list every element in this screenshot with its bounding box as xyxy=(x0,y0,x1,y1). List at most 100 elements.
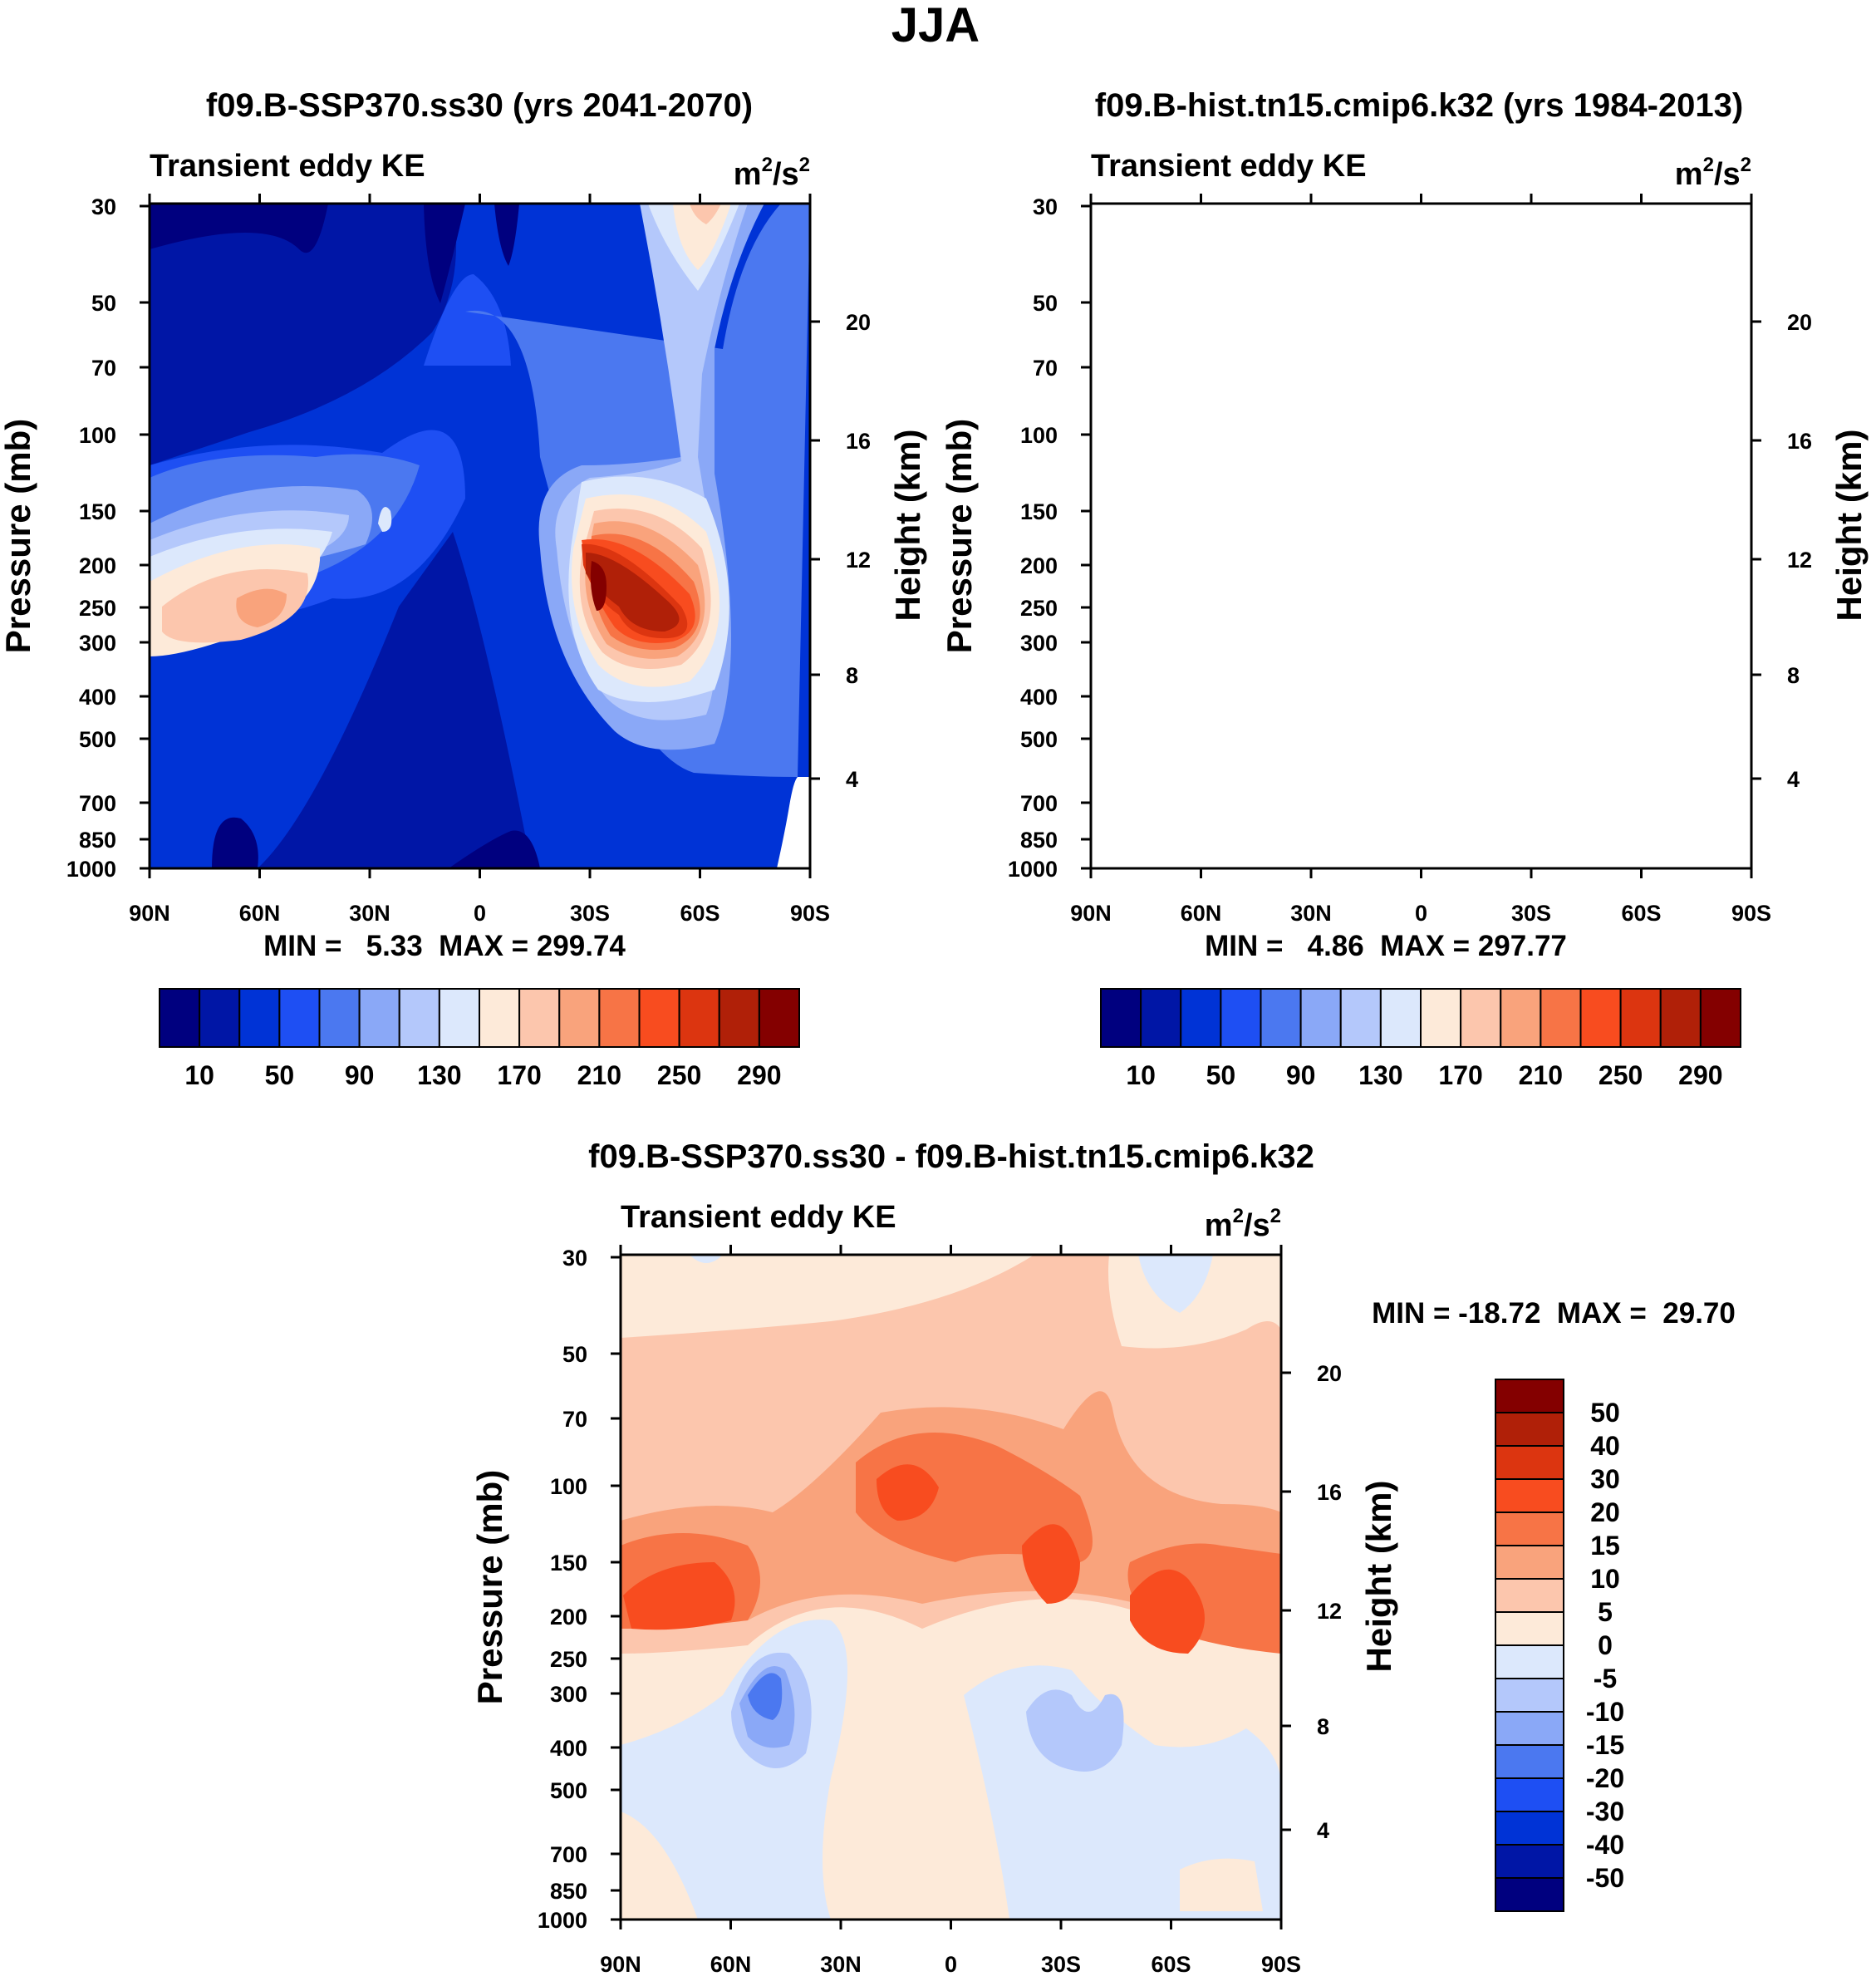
panel-1-y-tick: 200 xyxy=(79,553,116,578)
panel-1-x-tick: 30S xyxy=(570,901,610,926)
panel-3-y2label: Height (km) xyxy=(1359,1481,1398,1673)
colorbar-swatch xyxy=(1299,988,1342,1048)
panel-2-axes: 90N 60N 30N 0 30S 60S 90S 30 50 70 100 1… xyxy=(1008,194,1812,926)
colorbar-label: 50 xyxy=(1206,1060,1236,1090)
colorbar-swatch xyxy=(318,988,361,1048)
colorbar-swatch xyxy=(238,988,281,1048)
colorbar-swatch xyxy=(518,988,561,1048)
panel-3-y-tick: 500 xyxy=(550,1778,587,1803)
colorbar-swatch xyxy=(1495,1412,1564,1447)
panel-1-colorbar: 10 50 90 130 170 210 250 290 xyxy=(159,988,800,1090)
panel-1-field xyxy=(150,204,810,868)
colorbar-swatch xyxy=(1495,1545,1564,1580)
colorbar-swatch xyxy=(1220,988,1262,1048)
colorbar-label: -40 xyxy=(1586,1830,1624,1860)
panel-2-x-tick: 60N xyxy=(1181,901,1222,926)
colorbar-swatch xyxy=(1420,988,1462,1048)
panel-2-y-tick: 30 xyxy=(1033,194,1058,219)
panel-1-x-tick: 90S xyxy=(790,901,830,926)
panel-3-x-tick: 60S xyxy=(1151,1952,1191,1977)
panel-3-y-tick: 50 xyxy=(562,1342,587,1367)
colorbar-label: 290 xyxy=(1678,1060,1722,1090)
panel-3-y-tick: 150 xyxy=(550,1551,587,1575)
panel-1-stats: MIN = 5.33 MAX = 299.74 xyxy=(263,930,626,962)
panel-3-field xyxy=(621,1255,1281,1920)
panel-3-subtitle: Transient eddy KE xyxy=(621,1200,896,1235)
colorbar-swatch xyxy=(1495,1744,1564,1779)
panel-1-subtitle: Transient eddy KE xyxy=(150,149,425,184)
panel-1-ylabel: Pressure (mb) xyxy=(0,419,37,653)
panel-1-x-tick: 60N xyxy=(239,901,281,926)
panel-1: f09.B-SSP370.ss30 (yrs 2041-2070) Transi… xyxy=(0,87,927,1090)
panel-2-title: f09.B-hist.tn15.cmip6.k32 (yrs 1984-2013… xyxy=(1095,87,1743,124)
colorbar-swatch xyxy=(438,988,480,1048)
colorbar-swatch xyxy=(1180,988,1222,1048)
panel-2-y-tick: 700 xyxy=(1020,791,1058,816)
panel-3-title: f09.B-SSP370.ss30 - f09.B-hist.tn15.cmip… xyxy=(588,1138,1314,1175)
colorbar-label: 250 xyxy=(657,1060,701,1090)
panel-1-y2label: Height (km) xyxy=(888,430,927,622)
panel-3-y2-tick: 20 xyxy=(1317,1361,1342,1386)
panel-3-x-tick: 30N xyxy=(820,1952,862,1977)
colorbar-swatch xyxy=(159,988,201,1048)
panel-3-y2-tick: 8 xyxy=(1317,1714,1329,1739)
panel-3-y-tick: 100 xyxy=(550,1474,587,1499)
colorbar-swatch xyxy=(278,988,321,1048)
colorbar-label: 10 xyxy=(1126,1060,1156,1090)
panel-3-stats: MIN = -18.72 MAX = 29.70 xyxy=(1372,1297,1736,1330)
panel-2-y-tick: 200 xyxy=(1020,553,1058,578)
panel-3-x-tick: 0 xyxy=(945,1952,957,1977)
panel-2-stats: MIN = 4.86 MAX = 297.77 xyxy=(1205,930,1567,962)
panel-1-y-tick: 30 xyxy=(91,194,116,219)
colorbar-label: 40 xyxy=(1590,1431,1620,1461)
panel-1-y2-tick: 4 xyxy=(846,767,858,792)
figure-title: JJA xyxy=(891,0,980,52)
panel-2-y2-tick: 20 xyxy=(1787,310,1812,335)
colorbar-swatch xyxy=(1460,988,1502,1048)
colorbar-swatch xyxy=(1495,1445,1564,1480)
panel-2-y2label: Height (km) xyxy=(1829,430,1869,622)
colorbar-swatch xyxy=(1495,1877,1564,1912)
panel-2-y-tick: 400 xyxy=(1020,685,1058,710)
panel-2-y2-tick: 4 xyxy=(1787,767,1800,792)
panel-1-y-tick: 70 xyxy=(91,356,116,381)
colorbar-swatch xyxy=(718,988,760,1048)
panel-1-title: f09.B-SSP370.ss30 (yrs 2041-2070) xyxy=(206,87,753,124)
colorbar-label: 5 xyxy=(1598,1597,1613,1627)
panel-2-y-tick: 150 xyxy=(1020,499,1058,524)
colorbar-swatch xyxy=(1495,1644,1564,1679)
colorbar-label: 15 xyxy=(1590,1531,1620,1561)
panel-1-x-tick: 0 xyxy=(474,901,486,926)
panel-1-x-tick: 90N xyxy=(129,901,170,926)
panel-2-y-tick: 300 xyxy=(1020,631,1058,656)
colorbar-label: 210 xyxy=(577,1060,621,1090)
colorbar-swatch xyxy=(558,988,601,1048)
colorbar-swatch xyxy=(678,988,720,1048)
colorbar-swatch xyxy=(1495,1379,1564,1413)
panel-2-y2-tick: 8 xyxy=(1787,663,1800,688)
panel-2-y-tick: 1000 xyxy=(1008,857,1058,882)
panel-3-y-tick: 700 xyxy=(550,1842,587,1867)
panel-1-y2-tick: 16 xyxy=(846,429,871,454)
panel-3-y-tick: 70 xyxy=(562,1407,587,1432)
panel-3-y2-tick: 12 xyxy=(1317,1599,1342,1624)
colorbar-label: -5 xyxy=(1594,1664,1617,1693)
panel-1-y-tick: 850 xyxy=(79,828,116,853)
colorbar-swatch xyxy=(1339,988,1382,1048)
panel-1-axes: 90N 60N 30N 0 30S 60S 90S 30 50 70 100 1… xyxy=(66,194,871,926)
panel-1-y-tick: 50 xyxy=(91,291,116,316)
panel-1-y2-tick: 8 xyxy=(846,663,858,688)
colorbar-swatch xyxy=(1495,1777,1564,1812)
colorbar-swatch xyxy=(199,988,241,1048)
colorbar-label: 20 xyxy=(1590,1497,1620,1527)
colorbar-swatch xyxy=(1495,1678,1564,1713)
colorbar-swatch xyxy=(758,988,800,1048)
panel-1-x-tick: 60S xyxy=(680,901,719,926)
panel-3-x-tick: 60N xyxy=(710,1952,752,1977)
colorbar-label: 290 xyxy=(737,1060,781,1090)
panel-2-x-tick: 0 xyxy=(1415,901,1427,926)
colorbar-swatch xyxy=(1495,1711,1564,1746)
panel-1-y-tick: 1000 xyxy=(66,857,116,882)
panel-3-axes: 90N 60N 30N 0 30S 60S 90S 30 50 70 100 1… xyxy=(538,1245,1342,1977)
